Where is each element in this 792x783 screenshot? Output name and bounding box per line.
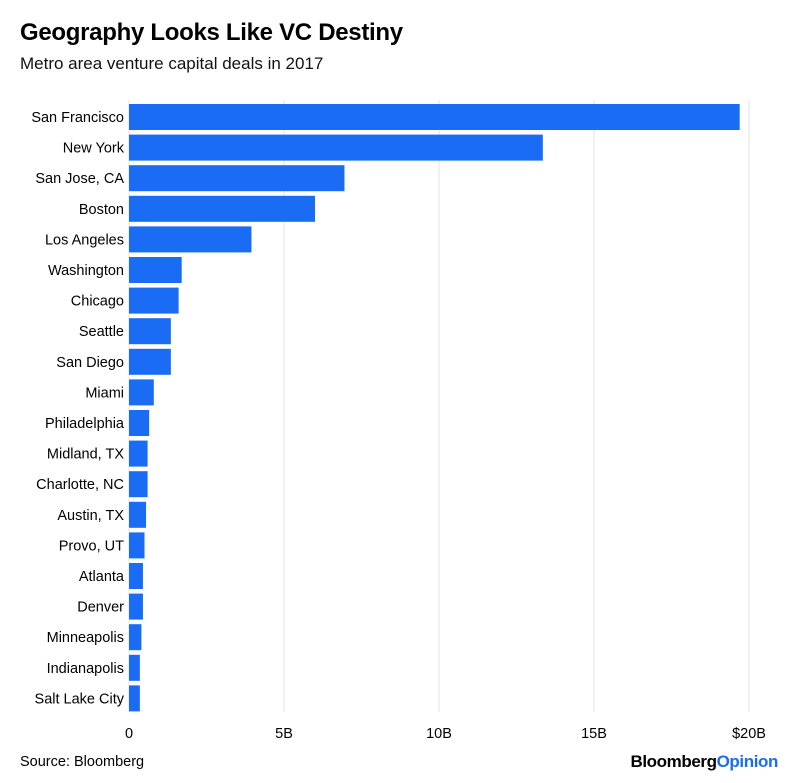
category-label: Washington bbox=[48, 263, 124, 279]
brand-logo: BloombergOpinion bbox=[630, 752, 778, 772]
category-labels: San Francisco New York San Jose, CA Boston L… bbox=[31, 110, 125, 707]
category-label: Philadelphia bbox=[45, 416, 125, 432]
bar bbox=[129, 410, 150, 436]
bar bbox=[129, 165, 345, 192]
category-label: San Diego bbox=[56, 355, 124, 371]
category-label: Seattle bbox=[79, 324, 124, 340]
category-label: Salt Lake City bbox=[35, 691, 125, 707]
bar bbox=[129, 134, 543, 161]
bar bbox=[129, 685, 140, 712]
bar bbox=[129, 471, 148, 498]
bar-chart: San Francisco New York San Jose, CA Boston L… bbox=[31, 100, 766, 742]
category-label: Denver bbox=[77, 600, 124, 616]
brand-opinion: Opinion bbox=[716, 752, 779, 771]
x-tick-label: 10B bbox=[426, 726, 452, 742]
chart-title: Geography Looks Like VC Destiny bbox=[20, 19, 403, 46]
source-note: Source: Bloomberg bbox=[20, 754, 145, 770]
bar bbox=[129, 104, 740, 130]
bar bbox=[129, 440, 148, 467]
bar bbox=[129, 654, 140, 681]
bar bbox=[129, 318, 171, 345]
category-label: Charlotte, NC bbox=[36, 477, 124, 493]
category-label: Minneapolis bbox=[47, 630, 124, 646]
category-label: Los Angeles bbox=[45, 232, 124, 248]
grid-lines bbox=[128, 100, 750, 712]
bars bbox=[129, 104, 740, 712]
x-tick-label: 15B bbox=[581, 726, 607, 742]
category-label: Boston bbox=[79, 202, 124, 218]
category-label: Chicago bbox=[71, 294, 124, 310]
category-label: Atlanta bbox=[79, 569, 125, 585]
category-label: New York bbox=[63, 141, 125, 157]
bar bbox=[129, 501, 147, 528]
bar bbox=[129, 287, 179, 314]
bar bbox=[129, 593, 143, 620]
category-label: Provo, UT bbox=[59, 538, 124, 554]
bar bbox=[129, 257, 182, 283]
brand-name: Bloomberg bbox=[630, 752, 717, 771]
bar bbox=[129, 532, 145, 559]
x-tick-label: $20B bbox=[732, 726, 766, 742]
category-label: Miami bbox=[85, 385, 124, 401]
x-tick-label: 5B bbox=[275, 726, 293, 742]
bar bbox=[129, 624, 142, 651]
bar bbox=[129, 348, 171, 375]
category-label: San Francisco bbox=[31, 110, 124, 126]
bar bbox=[129, 226, 252, 253]
x-axis-tick-labels: 0 5B 10B 15B $20B bbox=[125, 726, 766, 742]
x-tick-label: 0 bbox=[125, 726, 133, 742]
bar bbox=[129, 379, 154, 406]
bar bbox=[129, 563, 143, 589]
bar bbox=[129, 195, 315, 222]
category-label: Austin, TX bbox=[57, 508, 124, 524]
chart-subtitle: Metro area venture capital deals in 2017 bbox=[20, 54, 324, 73]
category-label: Indianapolis bbox=[47, 661, 124, 677]
category-label: San Jose, CA bbox=[35, 171, 124, 187]
category-label: Midland, TX bbox=[47, 447, 124, 463]
